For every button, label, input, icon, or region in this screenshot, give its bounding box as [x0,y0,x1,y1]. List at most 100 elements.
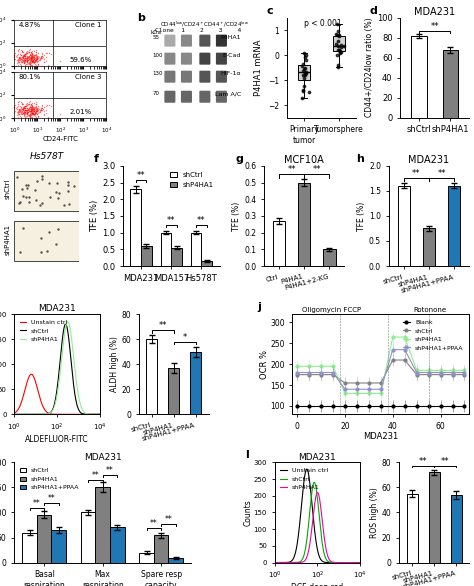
Point [20,57,27,67]
Point [16,105,24,114]
Point [27,99,35,108]
Text: **: ** [164,516,173,524]
Point [36,56,43,65]
Point [302,69,310,78]
Point [35,56,42,66]
Text: CD44$^{low}$/CD24$^+$CD44$^+$/CD24$^{low}$: CD44$^{low}$/CD24$^+$CD44$^+$/CD24$^{low… [160,19,249,29]
Unstain ctrl [313,538,319,545]
Point [28,60,36,70]
Blank [318,403,324,410]
shP4HA1 [318,363,324,370]
Bar [139,553,154,563]
Point [27,59,35,68]
Blank [354,403,360,410]
Point [30,105,38,115]
Point [16,101,24,110]
Point [29,108,37,117]
Point [64,180,72,190]
Point [26,54,33,63]
shP4HA1 [63,326,68,333]
Point [29,54,36,64]
Point [22,108,29,118]
Point [27,105,35,114]
Unstain ctrl [82,411,87,418]
Legend: Unstain ctrl, shCtrl, shP4HA1: Unstain ctrl, shCtrl, shP4HA1 [278,465,330,493]
Legend: shCtrl, shP4HA1, shP4HA1+PPAA: shCtrl, shP4HA1, shP4HA1+PPAA [18,465,82,493]
Point [28,108,36,117]
Point [31,105,39,115]
Point [28,49,36,59]
Point [22,104,29,113]
shP4HA1 [306,363,312,370]
Blank [462,403,467,410]
Point [14,106,22,115]
Point [22,52,29,61]
Title: MDA231: MDA231 [299,452,337,462]
Point [21,51,28,60]
Point [28,108,36,118]
Point [22,54,29,64]
Point [26,111,34,121]
shP4HA1 [356,559,361,566]
Point [301,64,309,73]
Point [28,105,36,115]
Point [29,52,37,61]
Point [299,85,307,94]
Point [18,100,26,109]
Point [34,176,41,186]
Point [24,53,31,63]
Text: Rotonone: Rotonone [414,307,447,313]
Point [26,97,34,106]
Point [37,114,45,124]
Point [32,47,40,57]
Point [23,111,30,121]
Point [25,58,33,67]
Point [37,62,45,71]
shP4HA1 [330,363,336,370]
Bar [171,248,182,266]
Bar [423,229,435,266]
Point [29,57,37,66]
Point [38,174,46,183]
Point [11,54,19,64]
shP4HA1+PPAA [378,386,383,393]
Point [19,53,27,62]
Point [26,45,34,54]
shP4HA1 [357,559,363,566]
Point [20,107,28,116]
Point [26,50,34,60]
shP4HA1 [294,363,300,370]
shP4HA1+PPAA [390,346,396,353]
Point [44,60,52,70]
Point [35,104,42,114]
Point [26,54,33,63]
Point [29,104,36,113]
Point [25,100,33,109]
Text: 59.6%: 59.6% [70,57,91,63]
Point [23,101,31,110]
Point [25,105,32,114]
Point [336,46,343,55]
Point [21,110,28,119]
shP4HA1 [313,493,319,500]
Point [301,64,308,73]
Y-axis label: ALDH high (%): ALDH high (%) [109,336,118,392]
Point [18,104,26,114]
shP4HA1+PPAA [462,369,467,376]
Point [13,110,20,120]
Point [20,59,27,68]
shP4HA1 [390,333,396,340]
Point [24,57,31,66]
Point [17,54,25,64]
Point [20,54,28,64]
Point [43,48,51,57]
Point [28,108,36,117]
shCtrl [82,411,87,418]
Point [15,53,23,63]
Point [0,50,7,59]
Point [16,111,24,121]
Bar [429,472,440,563]
Point [28,105,36,114]
Point [29,108,37,117]
Point [30,53,38,63]
